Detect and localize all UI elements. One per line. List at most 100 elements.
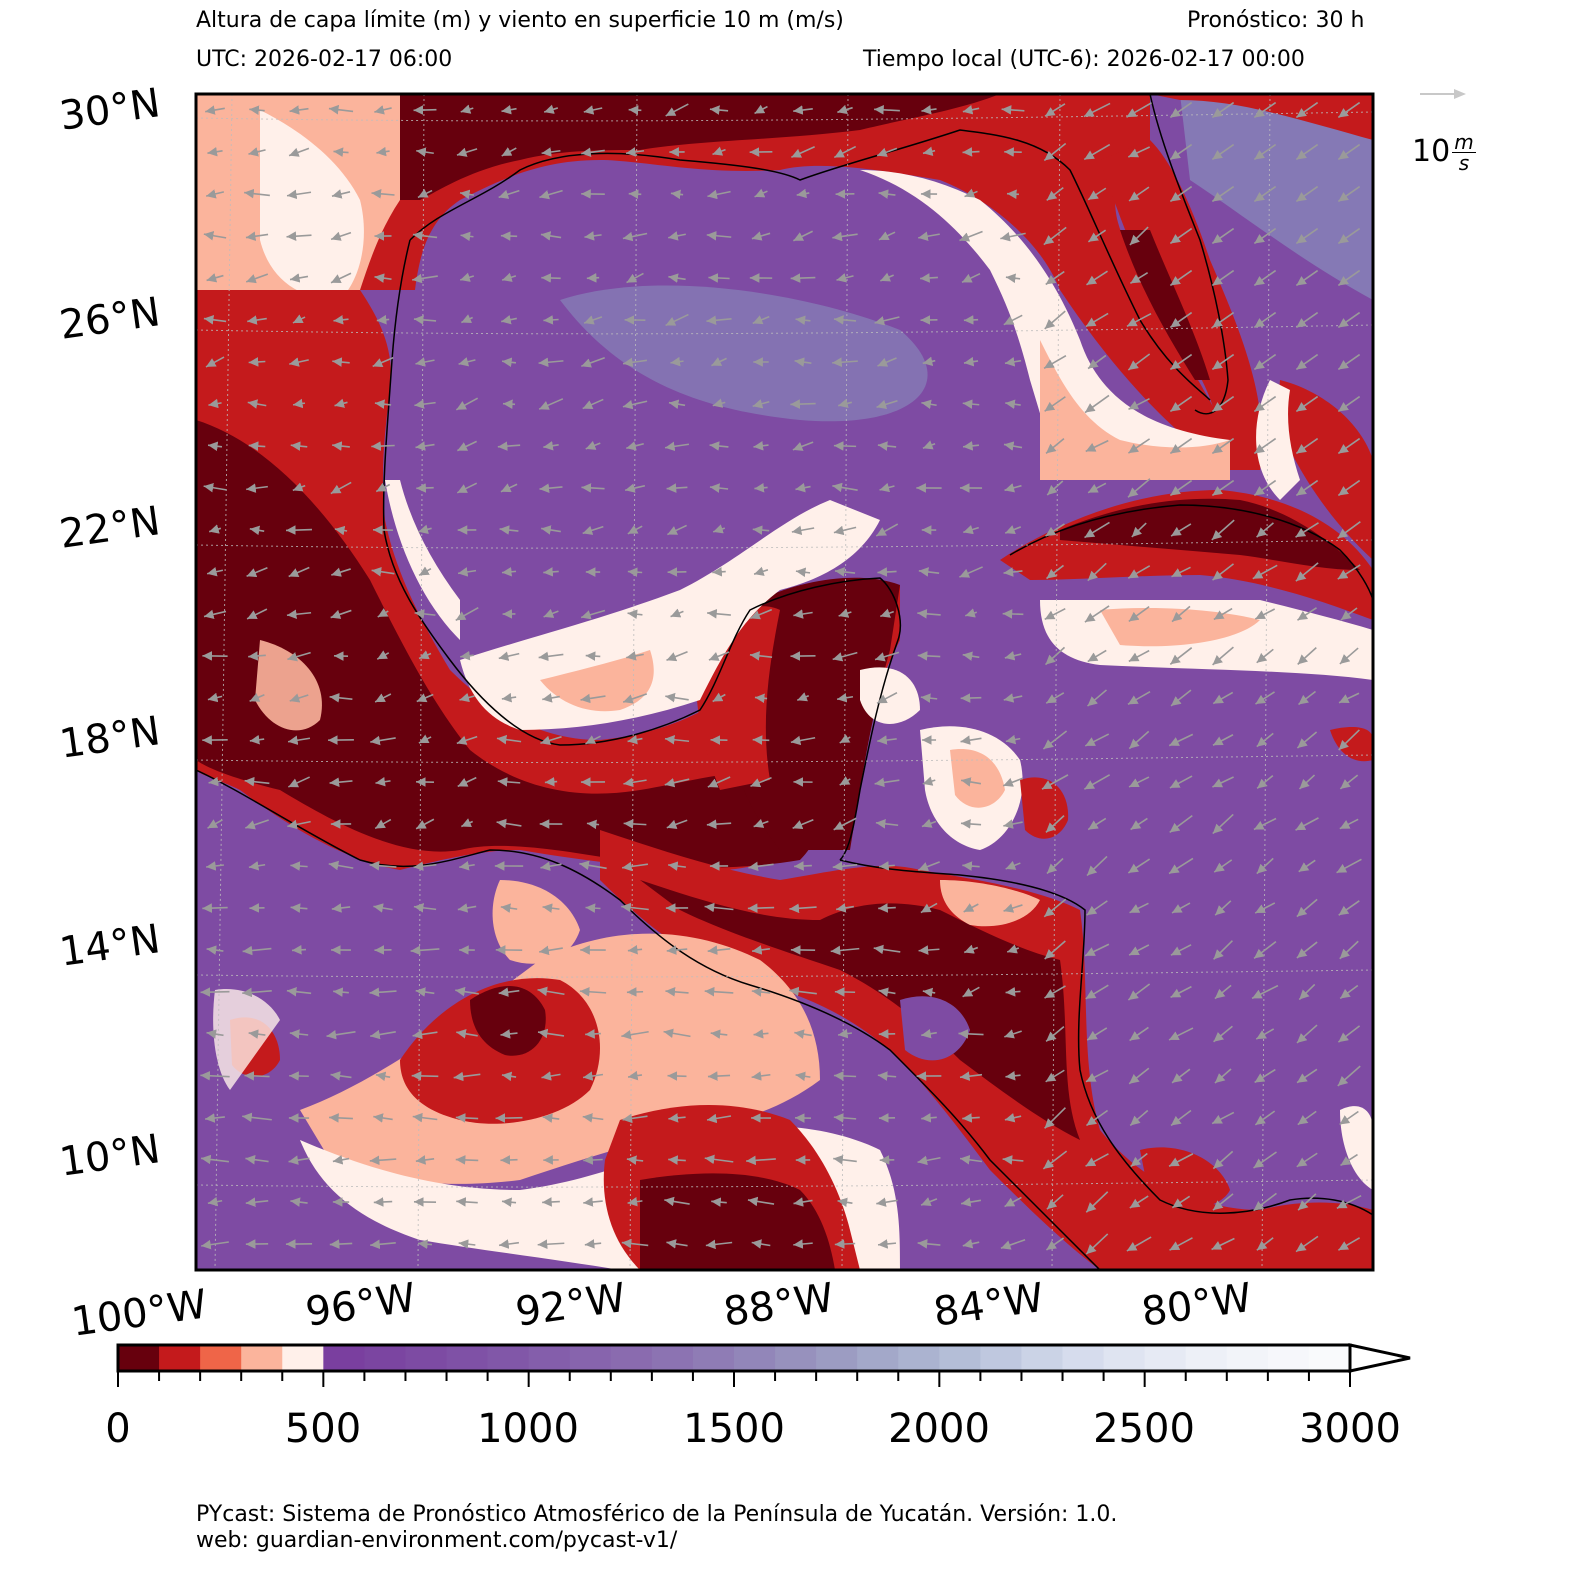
wind-arrow [878, 987, 896, 997]
wind-arrow [1251, 984, 1279, 1000]
wind-arrow [1044, 1107, 1066, 1129]
wind-arrow [1045, 438, 1065, 454]
wind-arrow [837, 104, 853, 115]
wind-arrow [922, 356, 936, 367]
wind-arrow [668, 399, 686, 409]
wind-arrow [1211, 1237, 1235, 1251]
wind-arrow [1296, 1024, 1318, 1044]
wind-arrow [1169, 101, 1193, 119]
wind-arrow [791, 525, 815, 536]
wind-key-unit-den: s [1458, 151, 1470, 175]
wind-arrow [1085, 439, 1109, 453]
wind-arrow [1006, 189, 1020, 200]
wind-arrow [1212, 691, 1234, 705]
wind-arrow [877, 357, 897, 367]
wind-arrow [371, 441, 395, 451]
wind-arrow [1168, 1027, 1194, 1041]
wind-arrow [1126, 1236, 1152, 1252]
wind-arrow [1043, 898, 1067, 918]
wind-arrow [790, 399, 816, 409]
wind-arrow [417, 1239, 433, 1249]
wind-arrow [880, 608, 894, 618]
wind-arrow [667, 524, 687, 536]
wind-arrow [581, 356, 605, 368]
wind-arrow [418, 566, 432, 577]
wind-arrow [1339, 1110, 1359, 1126]
wind-arrow [371, 189, 395, 199]
wind-arrow [835, 903, 855, 913]
wind-arrow [962, 105, 980, 115]
wind-arrow [585, 735, 601, 745]
wind-arrow [1212, 776, 1234, 788]
wind-arrow [331, 903, 351, 913]
wind-arrow [249, 692, 265, 702]
wind-arrow [790, 735, 816, 746]
wind-arrow [541, 147, 561, 157]
wind-arrow [1084, 733, 1110, 747]
wind-arrow [1086, 855, 1108, 877]
wind-arrow [290, 903, 308, 913]
wind-arrow [877, 567, 897, 577]
wind-arrow [880, 272, 894, 282]
wind-arrow [959, 1155, 983, 1165]
wind-arrow [1253, 353, 1277, 371]
wind-arrow [1085, 1191, 1109, 1213]
wind-arrow [1337, 353, 1361, 371]
wind-arrow [456, 735, 478, 745]
wind-arrow [245, 231, 269, 241]
wind-arrow [1169, 1237, 1193, 1251]
wind-arrow [754, 482, 768, 493]
wind-arrow [622, 231, 648, 242]
wind-arrow [289, 1029, 309, 1039]
wind-arrow [1256, 732, 1274, 748]
wind-arrow [205, 356, 225, 368]
wind-key-label: 10 m s [1412, 132, 1476, 173]
wind-arrow [712, 146, 726, 156]
wind-arrow [585, 903, 601, 913]
wind-arrow [1003, 567, 1023, 577]
wind-arrow [412, 1029, 438, 1040]
us-coast-dark [400, 94, 1000, 200]
wind-arrow [1339, 940, 1359, 960]
wind-arrow [501, 1197, 517, 1208]
wind-arrow [1128, 1067, 1150, 1085]
wind-arrow [500, 1155, 518, 1165]
wind-arrow [1046, 480, 1064, 496]
wind-arrow [413, 861, 437, 871]
wind-arrow [874, 316, 900, 326]
wind-arrow [921, 104, 937, 115]
wind-arrow [330, 481, 352, 495]
wind-arrow [1296, 898, 1318, 918]
wind-arrow [1004, 651, 1022, 661]
wind-arrow [709, 483, 729, 493]
bahamas-red [1279, 380, 1373, 560]
wind-arrow [1170, 944, 1192, 956]
wind-arrow [1337, 227, 1361, 245]
wind-arrow [918, 567, 940, 577]
wind-arrow [667, 1071, 687, 1081]
wind-arrow [377, 608, 389, 618]
wind-arrow [710, 1029, 728, 1039]
wind-arrow [413, 903, 437, 913]
wind-arrow [289, 105, 309, 115]
wind-arrow [1043, 226, 1067, 246]
wind-arrow [1129, 1026, 1149, 1042]
wind-arrow [666, 650, 688, 662]
wind-arrow [1084, 394, 1110, 414]
wind-arrow [206, 273, 224, 283]
wind-arrow [329, 693, 353, 703]
atlantic-bluish [1180, 94, 1373, 300]
wind-arrow [376, 650, 390, 660]
wind-arrow [1212, 1150, 1234, 1170]
colorbar-tick-500: 500 [284, 1406, 362, 1452]
wind-arrow [622, 1113, 648, 1124]
wind-arrow [457, 440, 477, 452]
wind-arrow [1297, 1193, 1317, 1211]
wind-arrow [832, 231, 858, 242]
wind-arrow [292, 398, 306, 409]
footer-credit: PYcast: Sistema de Pronóstico Atmosféric… [196, 1502, 1118, 1527]
wind-arrow [962, 1113, 980, 1123]
wind-arrow [665, 692, 689, 703]
wind-arrow [962, 651, 980, 661]
wind-arrow [917, 1239, 941, 1249]
